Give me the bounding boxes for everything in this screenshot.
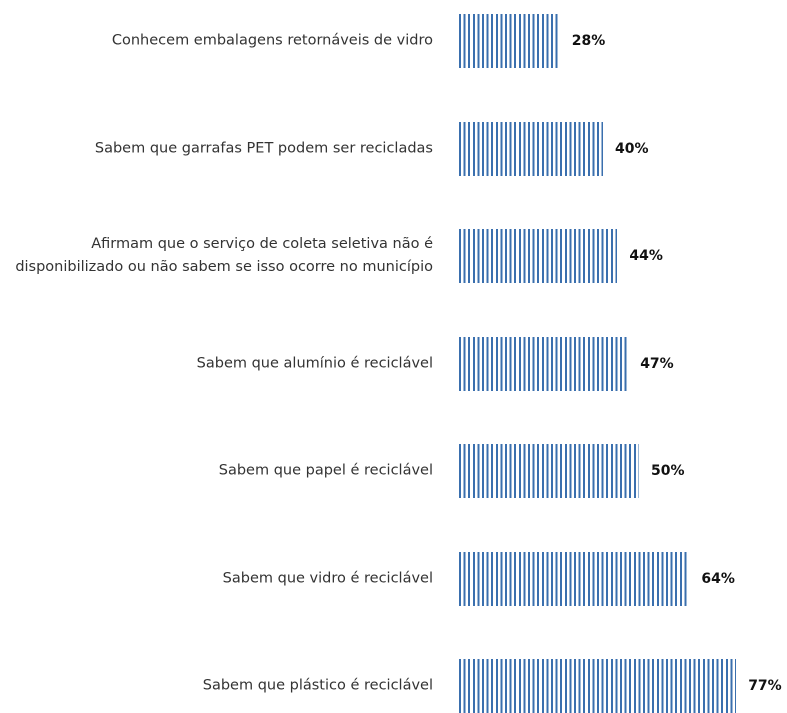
category-label: Conhecem embalagens retornáveis de vidro	[111, 32, 433, 49]
value-label: 77%	[748, 678, 782, 694]
bar	[459, 229, 618, 283]
bar	[459, 336, 629, 391]
bar	[459, 121, 603, 176]
value-label: 47%	[640, 355, 674, 372]
category-label: Sabem que alumínio é reciclável	[196, 355, 433, 371]
value-label: 28%	[571, 33, 606, 49]
bar	[459, 551, 690, 606]
category-label: Afirmam que o serviço de coleta seletiva…	[15, 236, 433, 275]
value-label: 40%	[615, 140, 649, 157]
value-label: 50%	[651, 463, 685, 479]
category-label: Sabem que papel é reciclável	[218, 462, 433, 479]
value-label: 44%	[629, 248, 663, 264]
value-label: 64%	[701, 570, 735, 587]
category-label: Sabem que garrafas PET podem ser recicla…	[94, 140, 433, 156]
bar	[459, 659, 737, 713]
bar	[459, 444, 639, 498]
bar	[459, 14, 560, 68]
category-label: Sabem que vidro é reciclável	[222, 570, 433, 586]
category-label: Sabem que plástico é reciclável	[202, 677, 433, 694]
